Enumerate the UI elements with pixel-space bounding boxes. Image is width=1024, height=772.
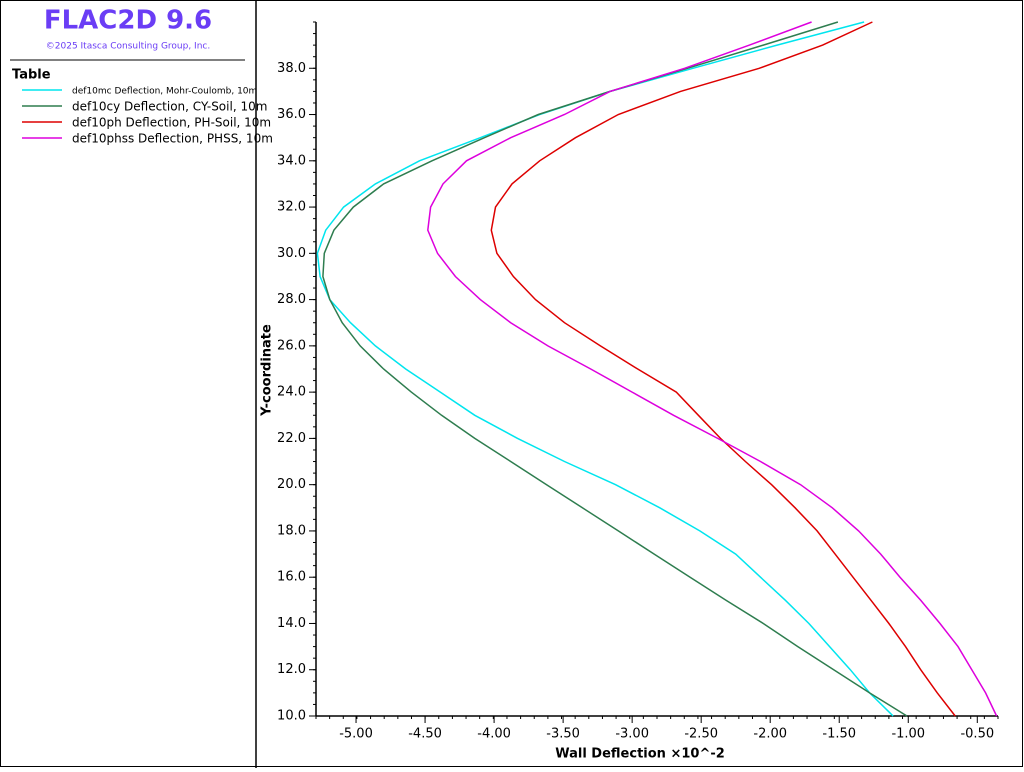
series-line	[316, 21, 894, 717]
x-tick-label: -0.50	[960, 727, 994, 742]
x-axis-label: Wall Deflection ×10^-2	[555, 747, 725, 762]
legend-label: def10cy Deflection, CY-Soil, 10m	[72, 100, 267, 114]
y-tick-label: 38.0	[277, 61, 306, 76]
x-tick-label: -4.50	[408, 727, 442, 742]
y-tick-label: 14.0	[277, 616, 306, 631]
copyright: ©2025 Itasca Consulting Group, Inc.	[46, 42, 210, 52]
x-tick-label: -1.00	[891, 727, 925, 742]
y-tick-label: 16.0	[277, 570, 306, 585]
x-tick-label: -1.50	[822, 727, 856, 742]
x-tick-label: -5.00	[339, 727, 373, 742]
y-tick-label: 26.0	[277, 338, 306, 353]
y-tick-label: 22.0	[277, 431, 306, 446]
y-tick-label: 30.0	[277, 246, 306, 261]
legend-label: def10phss Deflection, PHSS, 10m	[72, 132, 273, 146]
y-axis-label: Y-coordinate	[260, 324, 275, 417]
x-tick-label: -3.00	[615, 727, 649, 742]
series-line	[322, 21, 908, 717]
x-tick-label: -3.50	[546, 727, 580, 742]
y-tick-label: 32.0	[277, 200, 306, 215]
series-line	[490, 21, 956, 717]
y-tick-label: 12.0	[277, 662, 306, 677]
y-tick-label: 18.0	[277, 523, 306, 538]
y-tick-label: 20.0	[277, 477, 306, 492]
y-tick-label: 36.0	[277, 107, 306, 122]
legend-label: def10ph Deflection, PH-Soil, 10m	[72, 116, 271, 130]
y-tick-label: 24.0	[277, 385, 306, 400]
y-tick-label: 34.0	[277, 153, 306, 168]
series-line	[427, 21, 998, 717]
y-tick-label: 28.0	[277, 292, 306, 307]
legend-label: def10mc Deflection, Mohr-Coulomb, 10m	[72, 87, 257, 97]
x-tick-label: -2.00	[753, 727, 787, 742]
x-tick-label: -2.50	[684, 727, 718, 742]
app-title: FLAC2D 9.6	[44, 6, 212, 36]
x-tick-label: -4.00	[477, 727, 511, 742]
y-tick-label: 10.0	[277, 709, 306, 724]
legend-title: Table	[12, 68, 51, 83]
